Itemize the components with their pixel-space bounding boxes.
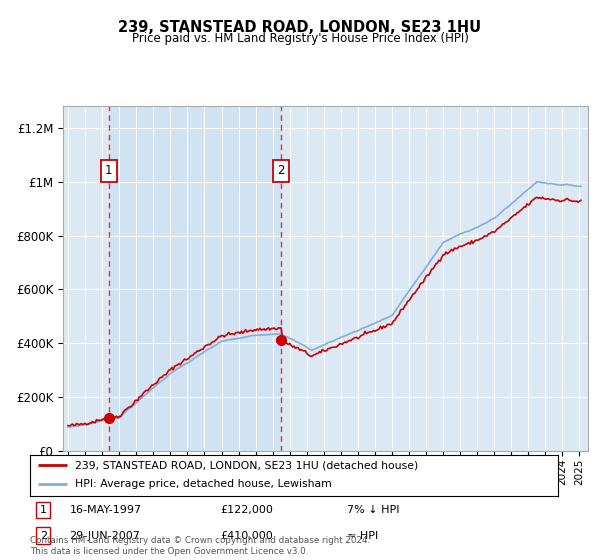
Text: 239, STANSTEAD ROAD, LONDON, SE23 1HU: 239, STANSTEAD ROAD, LONDON, SE23 1HU	[118, 20, 482, 35]
Text: HPI: Average price, detached house, Lewisham: HPI: Average price, detached house, Lewi…	[75, 479, 332, 489]
Bar	[109, 106, 281, 451]
Text: 29-JUN-2007: 29-JUN-2007	[70, 531, 140, 540]
Text: 1: 1	[40, 505, 47, 515]
Text: £122,000: £122,000	[220, 505, 273, 515]
Text: 16-MAY-1997: 16-MAY-1997	[70, 505, 142, 515]
Text: ≈ HPI: ≈ HPI	[347, 531, 378, 540]
Text: 2: 2	[40, 531, 47, 540]
Text: 2: 2	[277, 165, 285, 178]
Text: 7% ↓ HPI: 7% ↓ HPI	[347, 505, 400, 515]
Text: £410,000: £410,000	[220, 531, 273, 540]
Text: Contains HM Land Registry data © Crown copyright and database right 2024.
This d: Contains HM Land Registry data © Crown c…	[30, 536, 370, 556]
Text: 239, STANSTEAD ROAD, LONDON, SE23 1HU (detached house): 239, STANSTEAD ROAD, LONDON, SE23 1HU (d…	[75, 460, 418, 470]
Text: Price paid vs. HM Land Registry's House Price Index (HPI): Price paid vs. HM Land Registry's House …	[131, 32, 469, 45]
Text: 1: 1	[105, 165, 112, 178]
